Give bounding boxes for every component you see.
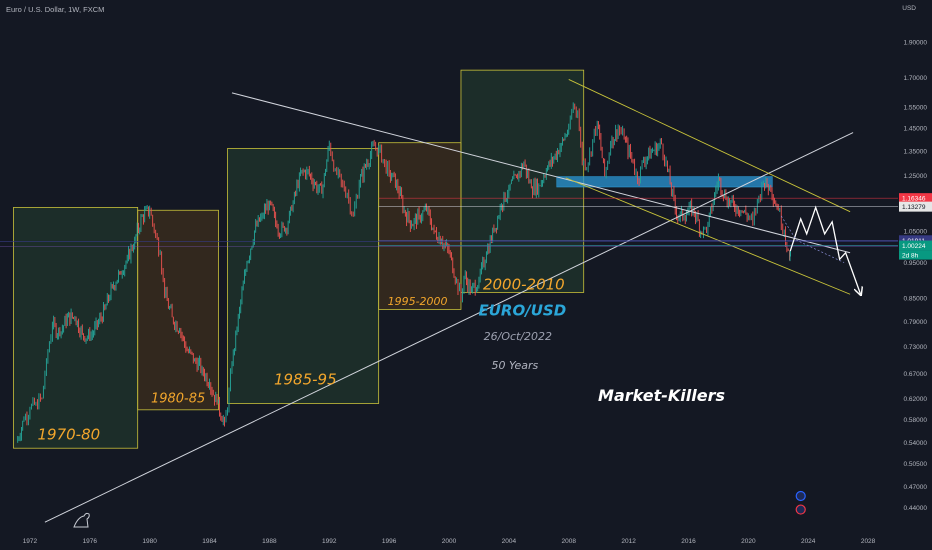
- y-tick-label: 1.45000: [904, 126, 928, 133]
- resistance-zone: [556, 176, 773, 188]
- y-tick-label: 0.50500: [904, 461, 928, 468]
- price-tag-countdown: 2d 8h: [902, 253, 919, 260]
- y-tick-label: 0.47000: [904, 484, 928, 491]
- x-tick-label: 2012: [621, 538, 636, 545]
- y-tick-label: 0.73000: [904, 344, 928, 351]
- event-marker-icon: [795, 490, 806, 502]
- years-label: 50 Years: [491, 359, 538, 372]
- y-tick-label: 1.90000: [904, 40, 928, 47]
- period-box: [137, 209, 219, 411]
- period-label: 1970-80: [38, 425, 101, 443]
- price-axis-unit: USD: [902, 5, 916, 12]
- x-tick-label: 1980: [142, 538, 157, 545]
- period-label: 1985-95: [274, 370, 337, 388]
- price-tag: [899, 235, 932, 246]
- x-tick-label: 1984: [202, 538, 217, 545]
- price-tag: [899, 250, 932, 260]
- price-tag: [899, 201, 932, 212]
- y-tick-label: 1.35000: [904, 148, 928, 155]
- chart-symbol-header: Euro / U.S. Dollar, 1W, FXCM: [6, 5, 105, 14]
- x-tick-label: 2016: [681, 538, 696, 545]
- x-tick-label: 2020: [741, 538, 756, 545]
- price-tag-value: 1.00224: [902, 243, 926, 250]
- x-tick-label: 2008: [561, 538, 576, 545]
- y-tick-label: 0.54000: [904, 440, 928, 447]
- event-marker-icon: [795, 504, 806, 515]
- y-tick-label: 0.95000: [904, 260, 928, 267]
- x-tick-label: 1996: [382, 538, 397, 545]
- channel-upper: [568, 79, 851, 213]
- x-tick-label: 2004: [502, 538, 517, 545]
- y-tick-label: 0.58000: [904, 417, 928, 424]
- x-tick-label: 2028: [861, 538, 876, 545]
- tradingview-logo-icon: [73, 512, 90, 528]
- period-label: 1980-85: [151, 391, 205, 406]
- brand-label: Market-Killers: [598, 386, 725, 405]
- price-tag: [899, 240, 932, 251]
- period-box: [227, 148, 380, 404]
- projection-path: [789, 205, 860, 294]
- y-tick-label: 1.70000: [904, 75, 928, 82]
- x-tick-label: 1988: [262, 538, 277, 545]
- pair-label: EURO/USD: [479, 301, 567, 319]
- y-tick-label: 1.05000: [904, 228, 928, 235]
- channel-lower: [565, 177, 851, 295]
- dotted-guide: [780, 215, 845, 263]
- x-tick-label: 1972: [23, 538, 38, 545]
- price-tag-value: 1.16346: [902, 196, 926, 203]
- y-tick-label: 0.62000: [904, 396, 928, 403]
- price-tag: [899, 193, 932, 204]
- price-tag-value: 1.13279: [902, 204, 926, 211]
- x-tick-label: 1976: [83, 538, 98, 545]
- y-tick-label: 0.67000: [904, 371, 928, 378]
- period-label: 1995-2000: [388, 295, 448, 308]
- y-tick-label: 0.44000: [904, 505, 928, 512]
- date-label: 26/Oct/2022: [484, 330, 552, 343]
- x-tick-label: 2000: [442, 538, 457, 545]
- period-box: [378, 142, 462, 310]
- y-tick-label: 0.85000: [904, 295, 928, 302]
- period-box: [13, 207, 139, 449]
- descending-trendline: [231, 92, 851, 254]
- y-tick-label: 1.55000: [904, 104, 928, 111]
- y-tick-label: 0.79000: [904, 319, 928, 326]
- long-term-trendline: [44, 132, 854, 523]
- x-tick-label: 1992: [322, 538, 337, 545]
- y-tick-label: 1.25000: [904, 173, 928, 180]
- period-label: 2000-2010: [483, 275, 565, 293]
- x-tick-label: 2024: [801, 538, 816, 545]
